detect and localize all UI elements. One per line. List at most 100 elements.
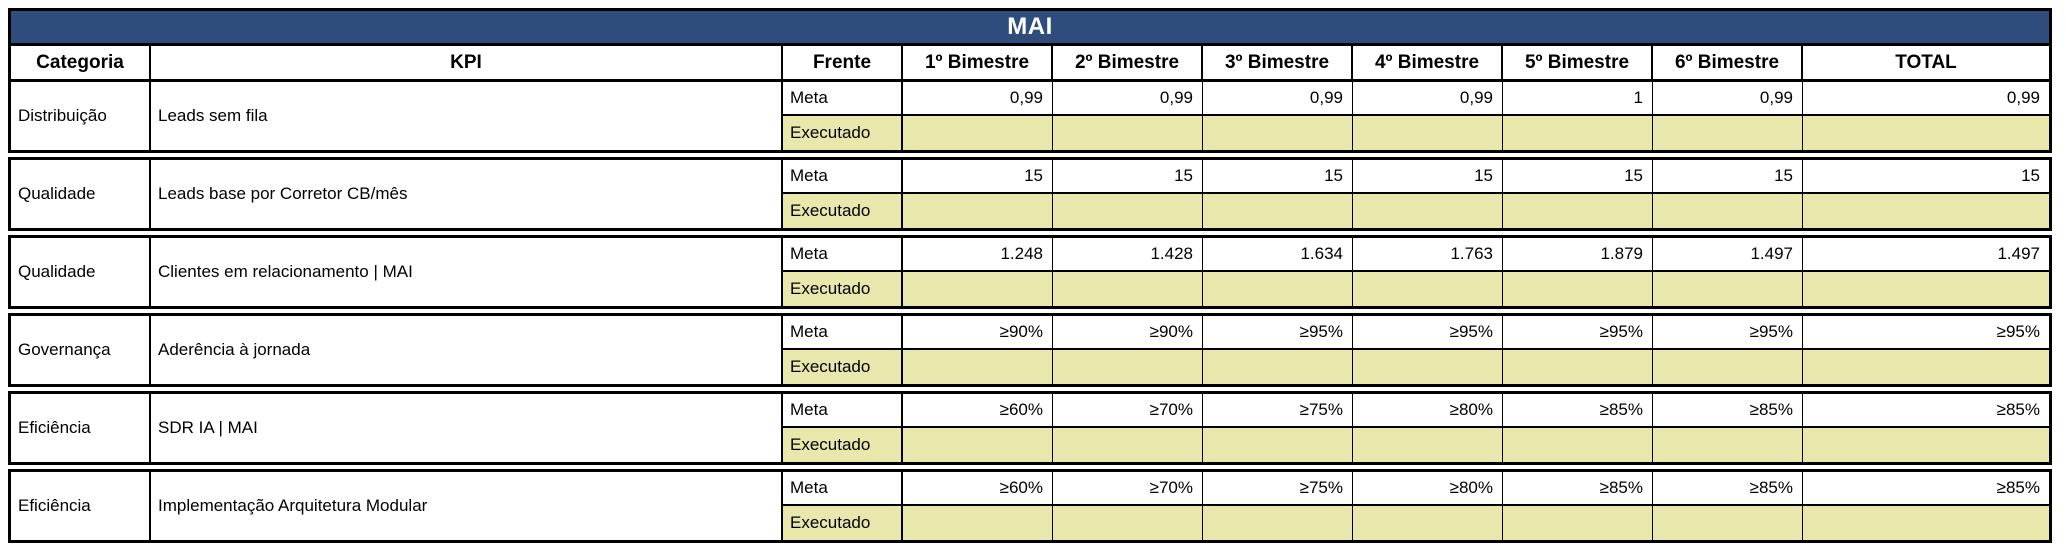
- kpi-cell: Leads base por Corretor CB/mês: [151, 160, 783, 228]
- executado-value-cell[interactable]: [1353, 428, 1503, 462]
- categoria-cell: Eficiência: [11, 394, 151, 462]
- executado-value-cell[interactable]: [1053, 272, 1203, 306]
- executado-value-cell[interactable]: [1203, 428, 1353, 462]
- meta-value-cell: 0,99: [1653, 82, 1803, 116]
- executado-value-cell[interactable]: [1653, 428, 1803, 462]
- executado-value-cell[interactable]: [1803, 116, 2049, 150]
- executado-value-cell[interactable]: [903, 350, 1053, 384]
- meta-value-cell: ≥85%: [1803, 394, 2049, 428]
- kpi-block: Qualidade Leads base por Corretor CB/mês M…: [8, 157, 2052, 231]
- meta-value-cell: 0,99: [1803, 82, 2049, 116]
- executado-value-cell[interactable]: [1503, 116, 1653, 150]
- executado-value-cell[interactable]: [1053, 194, 1203, 228]
- meta-value-cell: 1.428: [1053, 238, 1203, 272]
- meta-label-cell: Meta: [783, 160, 903, 194]
- executado-value-cell[interactable]: [903, 428, 1053, 462]
- executado-label-cell: Executado: [783, 116, 903, 150]
- executado-value-cell[interactable]: [1653, 506, 1803, 540]
- executado-value-cell[interactable]: [1803, 350, 2049, 384]
- executado-label-cell: Executado: [783, 506, 903, 540]
- executado-value-cell[interactable]: [1503, 506, 1653, 540]
- categoria-cell: Eficiência: [11, 472, 151, 540]
- executado-value-cell[interactable]: [1353, 116, 1503, 150]
- executado-label-cell: Executado: [783, 428, 903, 462]
- meta-value-cell: ≥70%: [1053, 472, 1203, 506]
- kpi-block: Governança Aderência à jornada Meta ≥90% ≥90…: [8, 313, 2052, 387]
- categoria-cell: Qualidade: [11, 238, 151, 306]
- categoria-cell: Qualidade: [11, 160, 151, 228]
- executado-value-cell[interactable]: [1803, 194, 2049, 228]
- meta-value-cell: 1.634: [1203, 238, 1353, 272]
- executado-value-cell[interactable]: [1203, 116, 1353, 150]
- meta-value-cell: 0,99: [1053, 82, 1203, 116]
- meta-value-cell: ≥85%: [1653, 394, 1803, 428]
- meta-label-cell: Meta: [783, 316, 903, 350]
- kpi-cell: Aderência à jornada: [151, 316, 783, 384]
- meta-value-cell: ≥60%: [903, 394, 1053, 428]
- executado-value-cell[interactable]: [1503, 194, 1653, 228]
- executado-value-cell[interactable]: [1503, 272, 1653, 306]
- kpi-table: MAI Categoria KPI Frente 1º Bimestre 2º Bime…: [8, 8, 2052, 543]
- executado-value-cell[interactable]: [1803, 428, 2049, 462]
- meta-label-cell: Meta: [783, 238, 903, 272]
- executado-value-cell[interactable]: [1353, 272, 1503, 306]
- kpi-cell: SDR IA | MAI: [151, 394, 783, 462]
- meta-value-cell: ≥80%: [1353, 394, 1503, 428]
- kpi-block: Distribuição Leads sem fila Meta 0,99 0,99 0,…: [8, 79, 2052, 153]
- meta-value-cell: 1.497: [1803, 238, 2049, 272]
- meta-value-cell: ≥85%: [1503, 394, 1653, 428]
- column-header: 6º Bimestre: [1653, 46, 1803, 79]
- executado-value-cell[interactable]: [1803, 506, 2049, 540]
- executado-value-cell[interactable]: [1803, 272, 2049, 306]
- executado-value-cell[interactable]: [903, 116, 1053, 150]
- executado-value-cell[interactable]: [1053, 350, 1203, 384]
- executado-label-cell: Executado: [783, 272, 903, 306]
- executado-value-cell[interactable]: [1353, 350, 1503, 384]
- executado-value-cell[interactable]: [1203, 350, 1353, 384]
- executado-value-cell[interactable]: [1203, 272, 1353, 306]
- meta-label-cell: Meta: [783, 82, 903, 116]
- meta-value-cell: ≥95%: [1503, 316, 1653, 350]
- executado-value-cell[interactable]: [1653, 194, 1803, 228]
- categoria-cell: Governança: [11, 316, 151, 384]
- executado-value-cell[interactable]: [1353, 506, 1503, 540]
- executado-value-cell[interactable]: [1653, 116, 1803, 150]
- meta-value-cell: ≥75%: [1203, 472, 1353, 506]
- column-header: 4º Bimestre: [1353, 46, 1503, 79]
- executado-value-cell[interactable]: [1053, 428, 1203, 462]
- meta-value-cell: 15: [1053, 160, 1203, 194]
- executado-value-cell[interactable]: [1203, 194, 1353, 228]
- executado-value-cell[interactable]: [1653, 272, 1803, 306]
- kpi-cell: Leads sem fila: [151, 82, 783, 150]
- executado-value-cell[interactable]: [903, 506, 1053, 540]
- meta-value-cell: 15: [1353, 160, 1503, 194]
- executado-value-cell[interactable]: [903, 194, 1053, 228]
- meta-value-cell: 1.248: [903, 238, 1053, 272]
- categoria-cell: Distribuição: [11, 82, 151, 150]
- meta-value-cell: ≥85%: [1653, 472, 1803, 506]
- meta-value-cell: 15: [1503, 160, 1653, 194]
- kpi-cell: Clientes em relacionamento | MAI: [151, 238, 783, 306]
- column-header: 2º Bimestre: [1053, 46, 1203, 79]
- meta-value-cell: 1.497: [1653, 238, 1803, 272]
- executado-value-cell[interactable]: [1503, 428, 1653, 462]
- executado-value-cell[interactable]: [1203, 506, 1353, 540]
- executado-value-cell[interactable]: [1653, 350, 1803, 384]
- meta-value-cell: 0,99: [1353, 82, 1503, 116]
- meta-value-cell: 15: [1653, 160, 1803, 194]
- column-header: Frente: [783, 46, 903, 79]
- meta-value-cell: ≥95%: [1203, 316, 1353, 350]
- executado-value-cell[interactable]: [1353, 194, 1503, 228]
- executado-value-cell[interactable]: [903, 272, 1053, 306]
- meta-value-cell: ≥70%: [1053, 394, 1203, 428]
- meta-value-cell: ≥90%: [1053, 316, 1203, 350]
- meta-value-cell: ≥60%: [903, 472, 1053, 506]
- column-header: 1º Bimestre: [903, 46, 1053, 79]
- kpi-block: Eficiência SDR IA | MAI Meta ≥60% ≥70% ≥75% ≥8…: [8, 391, 2052, 465]
- meta-value-cell: 0,99: [903, 82, 1053, 116]
- executado-value-cell[interactable]: [1053, 116, 1203, 150]
- executado-value-cell[interactable]: [1053, 506, 1203, 540]
- meta-value-cell: 15: [903, 160, 1053, 194]
- executado-value-cell[interactable]: [1503, 350, 1653, 384]
- meta-value-cell: 1: [1503, 82, 1653, 116]
